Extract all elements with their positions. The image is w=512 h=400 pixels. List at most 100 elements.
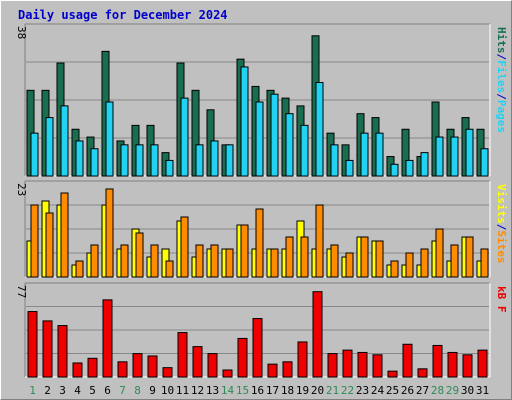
- bar-kb-f-day-2: [42, 320, 53, 378]
- x-tick-label-day-14: 14: [221, 384, 235, 397]
- bar-kb-f-day-23: [357, 351, 368, 378]
- bar-sites-day-6: [105, 188, 114, 278]
- x-tick-label-day-5: 5: [89, 384, 96, 397]
- bar-files-day-17: [270, 93, 279, 177]
- bar-files-day-27: [420, 152, 429, 177]
- bar-files-day-9: [150, 144, 159, 177]
- bar-kb-f-day-20: [312, 291, 323, 378]
- bar-files-day-11: [180, 97, 189, 177]
- x-tick-label-day-27: 27: [416, 384, 429, 397]
- bar-files-day-1: [30, 132, 39, 177]
- bar-files-day-23: [360, 132, 369, 177]
- x-tick-label-day-6: 6: [104, 384, 111, 397]
- bar-files-day-18: [285, 113, 294, 177]
- bar-sites-day-27: [420, 248, 429, 278]
- x-tick-label-day-31: 31: [476, 384, 489, 397]
- bar-kb-f-day-24: [372, 354, 383, 378]
- bar-files-day-8: [135, 144, 144, 177]
- x-tick-label-day-3: 3: [59, 384, 66, 397]
- bar-kb-f-day-12: [192, 346, 203, 378]
- ymax-label-visits-sites: 23: [15, 183, 28, 196]
- x-tick-label-day-8: 8: [134, 384, 141, 397]
- x-tick-label-day-11: 11: [176, 384, 189, 397]
- bar-kb-f-day-5: [87, 357, 98, 378]
- ylabel-part: Hits: [495, 27, 508, 54]
- bar-sites-day-24: [375, 240, 384, 278]
- bar-kb-f-day-15: [237, 337, 248, 378]
- bar-kb-f-day-6: [102, 299, 113, 378]
- bar-sites-day-30: [465, 236, 474, 278]
- bar-files-day-16: [255, 101, 264, 177]
- bar-kb-f-day-27: [417, 368, 428, 378]
- x-tick-label-day-12: 12: [191, 384, 204, 397]
- bar-kb-f-day-16: [252, 318, 263, 378]
- bar-kb-f-day-1: [27, 311, 38, 378]
- x-tick-label-day-19: 19: [296, 384, 309, 397]
- bar-sites-day-12: [195, 244, 204, 278]
- chart-title: Daily usage for December 2024: [18, 8, 228, 22]
- bar-sites-day-13: [210, 244, 219, 278]
- ymax-label-kbf: 77: [15, 285, 28, 298]
- bar-files-day-2: [45, 117, 54, 177]
- bar-files-day-7: [120, 144, 129, 177]
- bar-files-day-6: [105, 101, 114, 177]
- bar-sites-day-25: [390, 260, 399, 278]
- bar-sites-day-4: [75, 260, 84, 278]
- bar-kb-f-day-30: [462, 354, 473, 378]
- bar-sites-day-28: [435, 228, 444, 278]
- bar-files-day-29: [450, 136, 459, 177]
- x-tick-label-day-29: 29: [446, 384, 459, 397]
- bar-files-day-24: [375, 132, 384, 177]
- bar-kb-f-day-26: [402, 343, 413, 378]
- bar-sites-day-17: [270, 248, 279, 278]
- bar-sites-day-3: [60, 192, 69, 278]
- bar-sites-day-15: [240, 224, 249, 278]
- bar-kb-f-day-10: [162, 367, 173, 378]
- bar-files-day-28: [435, 136, 444, 177]
- ylabel-part: Sites: [495, 230, 508, 263]
- bar-files-day-22: [345, 159, 354, 177]
- bar-kb-f-day-17: [267, 363, 278, 378]
- ylabel-part: Files: [495, 60, 508, 93]
- bar-kb-f-day-3: [57, 325, 68, 378]
- bar-files-day-19: [300, 124, 309, 177]
- ylabel-part: /: [495, 224, 508, 231]
- x-tick-label-day-28: 28: [431, 384, 444, 397]
- x-tick-label-day-13: 13: [206, 384, 219, 397]
- bar-kb-f-day-14: [222, 369, 233, 378]
- ylabel-part: kB F: [495, 286, 508, 313]
- bar-sites-day-8: [135, 232, 144, 278]
- bar-files-day-5: [90, 148, 99, 177]
- bar-sites-day-11: [180, 216, 189, 278]
- bar-files-day-20: [315, 82, 324, 177]
- bar-kb-f-day-19: [297, 341, 308, 378]
- x-tick-label-day-16: 16: [251, 384, 264, 397]
- bar-sites-day-9: [150, 244, 159, 278]
- bar-kb-f-day-22: [342, 349, 353, 378]
- bar-kb-f-day-11: [177, 332, 188, 378]
- bar-kb-f-day-18: [282, 361, 293, 378]
- x-tick-label-day-2: 2: [44, 384, 51, 397]
- bar-kb-f-day-28: [432, 344, 443, 378]
- bar-kb-f-day-9: [147, 355, 158, 378]
- x-tick-label-day-20: 20: [311, 384, 324, 397]
- bar-files-day-13: [210, 140, 219, 177]
- bar-sites-day-14: [225, 248, 234, 278]
- ylabel-part: /: [495, 54, 508, 61]
- bar-files-day-4: [75, 140, 84, 177]
- x-tick-label-day-7: 7: [119, 384, 126, 397]
- ylabel-hits-files-pages: Hits/Files/Pages: [495, 27, 508, 133]
- x-tick-label-day-21: 21: [326, 384, 339, 397]
- x-tick-label-day-10: 10: [161, 384, 174, 397]
- bar-files-day-3: [60, 105, 69, 177]
- bar-sites-day-7: [120, 244, 129, 278]
- bar-sites-day-20: [315, 204, 324, 278]
- bar-kb-f-day-25: [387, 370, 398, 378]
- bar-sites-day-31: [480, 248, 489, 278]
- ylabel-part: Visits: [495, 184, 508, 224]
- ylabel-visits-sites: Visits/Sites: [495, 184, 508, 264]
- x-tick-label-day-18: 18: [281, 384, 294, 397]
- bar-kb-f-day-13: [207, 353, 218, 378]
- bar-sites-day-26: [405, 252, 414, 278]
